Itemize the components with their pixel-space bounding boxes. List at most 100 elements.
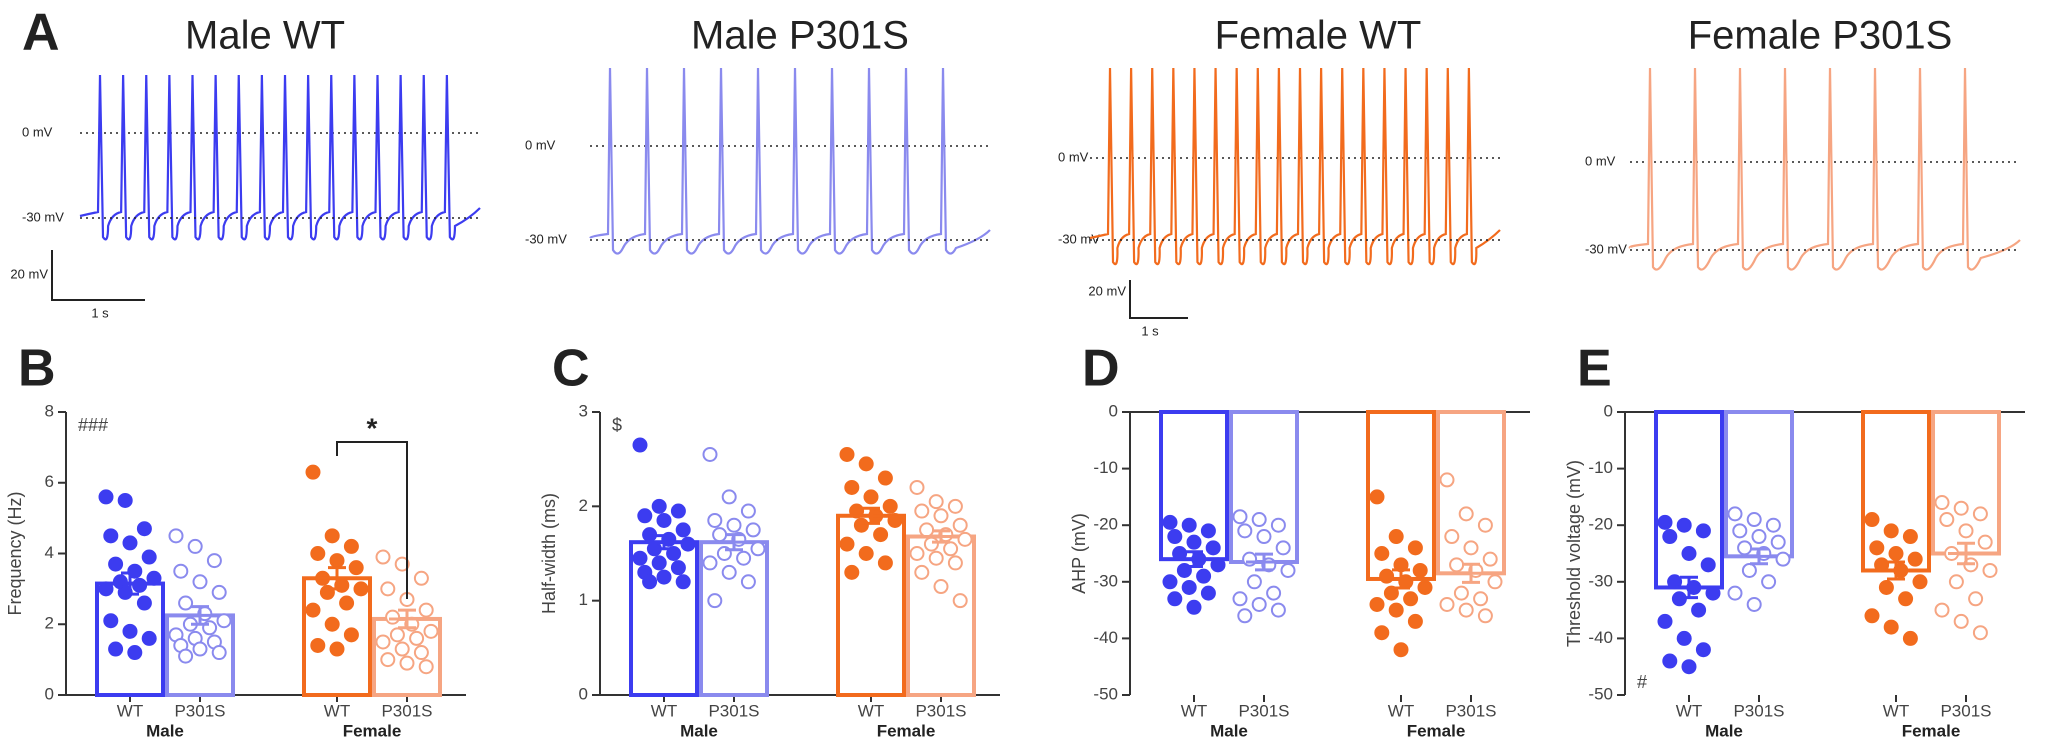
data-point — [1393, 642, 1409, 658]
data-point — [712, 527, 728, 543]
data-point — [329, 641, 345, 657]
group-label: Male — [1705, 721, 1743, 740]
data-point — [1953, 500, 1969, 516]
error-bar — [1176, 550, 1212, 569]
data-point — [132, 577, 148, 593]
y-tick-label: 6 — [45, 472, 54, 491]
data-point — [707, 593, 723, 609]
data-point — [632, 437, 648, 453]
data-point — [1883, 523, 1899, 539]
data-point — [108, 556, 124, 572]
data-point — [1939, 512, 1955, 528]
data-point — [1727, 506, 1743, 522]
annotation: # — [1637, 672, 1647, 692]
data-point — [380, 581, 396, 597]
data-point — [1732, 523, 1748, 539]
data-point — [1691, 602, 1707, 618]
data-point — [656, 569, 672, 585]
data-point — [1869, 540, 1885, 556]
data-point — [670, 560, 686, 576]
y-tick-label: 0 — [1604, 401, 1613, 420]
scale-time: 1 s — [1141, 323, 1159, 338]
error-bar — [319, 566, 355, 591]
error-bar — [182, 605, 218, 626]
group-label: Male — [680, 721, 718, 740]
data-point — [136, 595, 152, 611]
y-axis-label: Frequency (Hz) — [5, 491, 25, 615]
data-point — [413, 645, 429, 661]
data-point — [1972, 506, 1988, 522]
data-point — [211, 584, 227, 600]
data-point — [1968, 591, 1984, 607]
error-bar — [1878, 560, 1914, 581]
data-point — [943, 541, 959, 557]
scale-time: 1 s — [91, 305, 109, 320]
data-point — [1458, 506, 1474, 522]
data-point — [324, 528, 340, 544]
data-point — [1958, 523, 1974, 539]
x-tick-label: WT — [1676, 701, 1702, 720]
error-bar — [1383, 568, 1419, 590]
data-point — [1695, 523, 1711, 539]
x-tick-label: P301S — [1733, 701, 1784, 720]
data-point — [858, 456, 874, 472]
data-point — [1453, 585, 1469, 601]
error-bar — [716, 533, 752, 552]
data-point — [839, 446, 855, 462]
data-point — [1761, 574, 1777, 590]
data-point — [1746, 512, 1762, 528]
data-point — [339, 595, 355, 611]
data-point — [702, 446, 718, 462]
y-tick-label: 0 — [1109, 401, 1118, 420]
y-tick-label: -20 — [1588, 515, 1613, 534]
data-point — [1972, 625, 1988, 641]
data-point — [651, 555, 667, 571]
data-point — [1775, 551, 1791, 567]
error-bar — [923, 529, 959, 544]
group-label: Male — [1210, 721, 1248, 740]
data-point — [877, 470, 893, 486]
data-point — [1232, 591, 1248, 607]
group-label: Male — [146, 721, 184, 740]
data-point — [1439, 472, 1455, 488]
data-point — [353, 581, 369, 597]
data-point — [1439, 596, 1455, 612]
x-tick-label: P301S — [1445, 701, 1496, 720]
data-point — [1473, 591, 1489, 607]
data-point — [853, 517, 869, 533]
data-point — [1770, 534, 1786, 550]
data-point — [1953, 613, 1969, 629]
data-point — [375, 549, 391, 565]
data-point — [418, 602, 434, 618]
data-point — [1251, 512, 1267, 528]
data-point — [1907, 551, 1923, 567]
error-bar — [1671, 575, 1707, 600]
data-point — [707, 512, 723, 528]
data-point — [1369, 596, 1385, 612]
data-point — [952, 517, 968, 533]
data-point — [343, 538, 359, 554]
voltage-trace — [589, 67, 991, 255]
data-point — [642, 574, 658, 590]
data-point — [310, 546, 326, 561]
data-point — [740, 574, 756, 590]
y-axis-label: Half-width (ms) — [539, 493, 559, 614]
significance-label: * — [367, 412, 378, 443]
data-point — [919, 522, 935, 538]
data-point — [1407, 613, 1423, 629]
data-point — [721, 489, 737, 505]
data-point — [914, 564, 930, 580]
data-point — [343, 627, 359, 643]
data-point — [1681, 659, 1697, 675]
data-point — [909, 479, 925, 495]
x-tick-label: P301S — [174, 701, 225, 720]
y-tick-label: -30 — [1093, 571, 1118, 590]
data-point — [310, 637, 326, 653]
data-point — [98, 581, 114, 597]
data-point — [1912, 574, 1928, 590]
data-point — [1383, 585, 1399, 601]
data-point — [1662, 529, 1678, 545]
y-tick-label: 2 — [45, 614, 54, 633]
data-point — [423, 623, 439, 639]
trace-title: Male WT — [185, 14, 345, 58]
